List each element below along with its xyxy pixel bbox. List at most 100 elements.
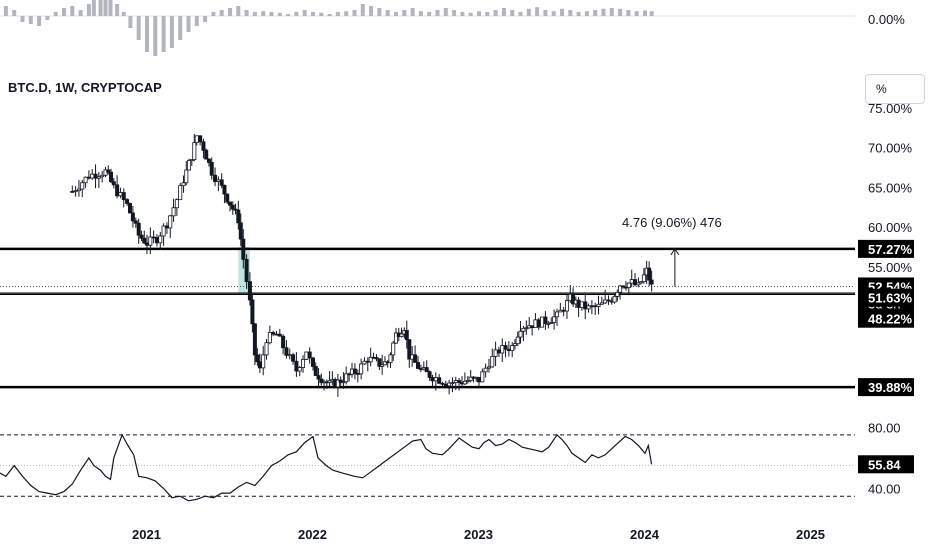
candle-body (230, 204, 235, 210)
candle-body (593, 305, 598, 308)
oscillator-bar (62, 8, 66, 16)
candle-body (427, 371, 432, 378)
candle-body (136, 222, 141, 236)
candle-body (204, 149, 209, 160)
oscillator-bar (277, 12, 282, 16)
symbol-title[interactable]: BTC.D, 1W, CRYPTOCAP (8, 80, 162, 95)
candle-body (213, 174, 218, 182)
candle-body (552, 316, 557, 323)
oscillator-bar (618, 8, 623, 16)
candle-body (171, 207, 176, 217)
candle-body (462, 380, 467, 385)
oscillator-bar (551, 11, 556, 16)
candle-body (86, 176, 91, 179)
oscillator-bar (576, 12, 581, 16)
candle-body (267, 332, 272, 344)
candle-body (198, 135, 203, 143)
candle-body (219, 179, 224, 186)
svg-text:39.88%: 39.88% (868, 380, 913, 395)
price-axis[interactable]: 0.00% 75.00% 70.00% 65.00% 60.00% 55.00% 57.27… (858, 12, 914, 497)
oscillator-bar (402, 10, 407, 16)
candle-body (148, 236, 153, 246)
candle-body (111, 181, 116, 186)
candle-body (158, 235, 163, 244)
candle-body (558, 309, 563, 313)
price-tick-label: 70.00% (868, 141, 913, 156)
candle-body (291, 354, 296, 362)
oscillator-bar (12, 10, 17, 16)
level-tag[interactable]: 39.88% (858, 378, 914, 397)
oscillator-bar (98, 0, 103, 16)
level-tag[interactable]: 48.22% (858, 309, 914, 328)
candle-body (447, 382, 452, 387)
candle-body (500, 345, 505, 354)
highlight-zone (238, 247, 250, 295)
oscillator-bar (493, 10, 498, 16)
candle-body (178, 185, 183, 201)
candle-body (599, 302, 604, 305)
candle-body (404, 330, 409, 341)
scale-unit-button[interactable]: % (865, 74, 925, 104)
oscillator-bar (360, 4, 365, 16)
oscillator-bar (435, 10, 440, 16)
candle-body (238, 222, 243, 240)
candle-body (127, 203, 132, 214)
candle-body (307, 351, 312, 359)
candle-body (453, 380, 458, 383)
oscillator-bar (78, 10, 83, 16)
candle-body (377, 358, 382, 367)
oscillator-bar (634, 11, 639, 16)
candle-body (335, 379, 340, 388)
svg-text:51.63%: 51.63% (868, 291, 913, 306)
candle-body (130, 212, 135, 222)
candle-body (589, 305, 594, 308)
oscillator-bar (468, 12, 473, 16)
rsi-tick-label: 40.00 (868, 482, 901, 497)
candle-body (194, 135, 199, 143)
candle-body (274, 333, 279, 336)
candle-body (106, 169, 111, 173)
oscillator-pane (0, 0, 855, 56)
oscillator-tick-label: 0.00% (868, 12, 905, 27)
candle-body (440, 382, 445, 385)
oscillator-bar (311, 12, 315, 16)
oscillator-bar (3, 6, 8, 16)
oscillator-bar (626, 10, 631, 16)
time-tick-label: 2024 (630, 527, 660, 542)
candle-body (139, 234, 144, 239)
candle-body (612, 296, 617, 303)
candle-body (344, 373, 349, 383)
rsi-value-tag[interactable]: 55.84 (858, 455, 914, 474)
oscillator-bar (108, 0, 113, 16)
oscillator-bar (128, 16, 133, 28)
candle-body (380, 364, 385, 367)
oscillator-bar (510, 10, 515, 16)
candle-body (225, 193, 230, 203)
candle-body (576, 299, 581, 308)
candle-body (115, 184, 120, 197)
oscillator-bar (145, 16, 149, 52)
oscillator-bar (385, 10, 390, 16)
level-tag[interactable]: 57.27% (858, 239, 914, 258)
candle-body (227, 201, 232, 206)
candle-body (443, 383, 448, 387)
candle-body (362, 360, 367, 365)
candle-body (476, 376, 481, 383)
candle-body (80, 182, 85, 190)
oscillator-bar (369, 6, 374, 16)
candle-body (468, 376, 473, 381)
price-pane[interactable]: 4.76 (9.06%) 476 (0, 133, 855, 397)
time-tick-label: 2022 (298, 527, 327, 542)
rsi-line (0, 433, 653, 502)
candle-body (415, 362, 420, 369)
time-axis[interactable]: 2021 2022 2023 2024 2025 (132, 527, 825, 542)
candle-body (465, 380, 470, 382)
candle-body (430, 377, 435, 382)
candle-body (536, 319, 541, 328)
oscillator-bar (609, 8, 614, 16)
measure-arrow-head (670, 247, 680, 256)
candle-body (151, 236, 156, 239)
level-tag[interactable]: 51.63% (858, 288, 914, 307)
oscillator-bar (460, 12, 465, 16)
